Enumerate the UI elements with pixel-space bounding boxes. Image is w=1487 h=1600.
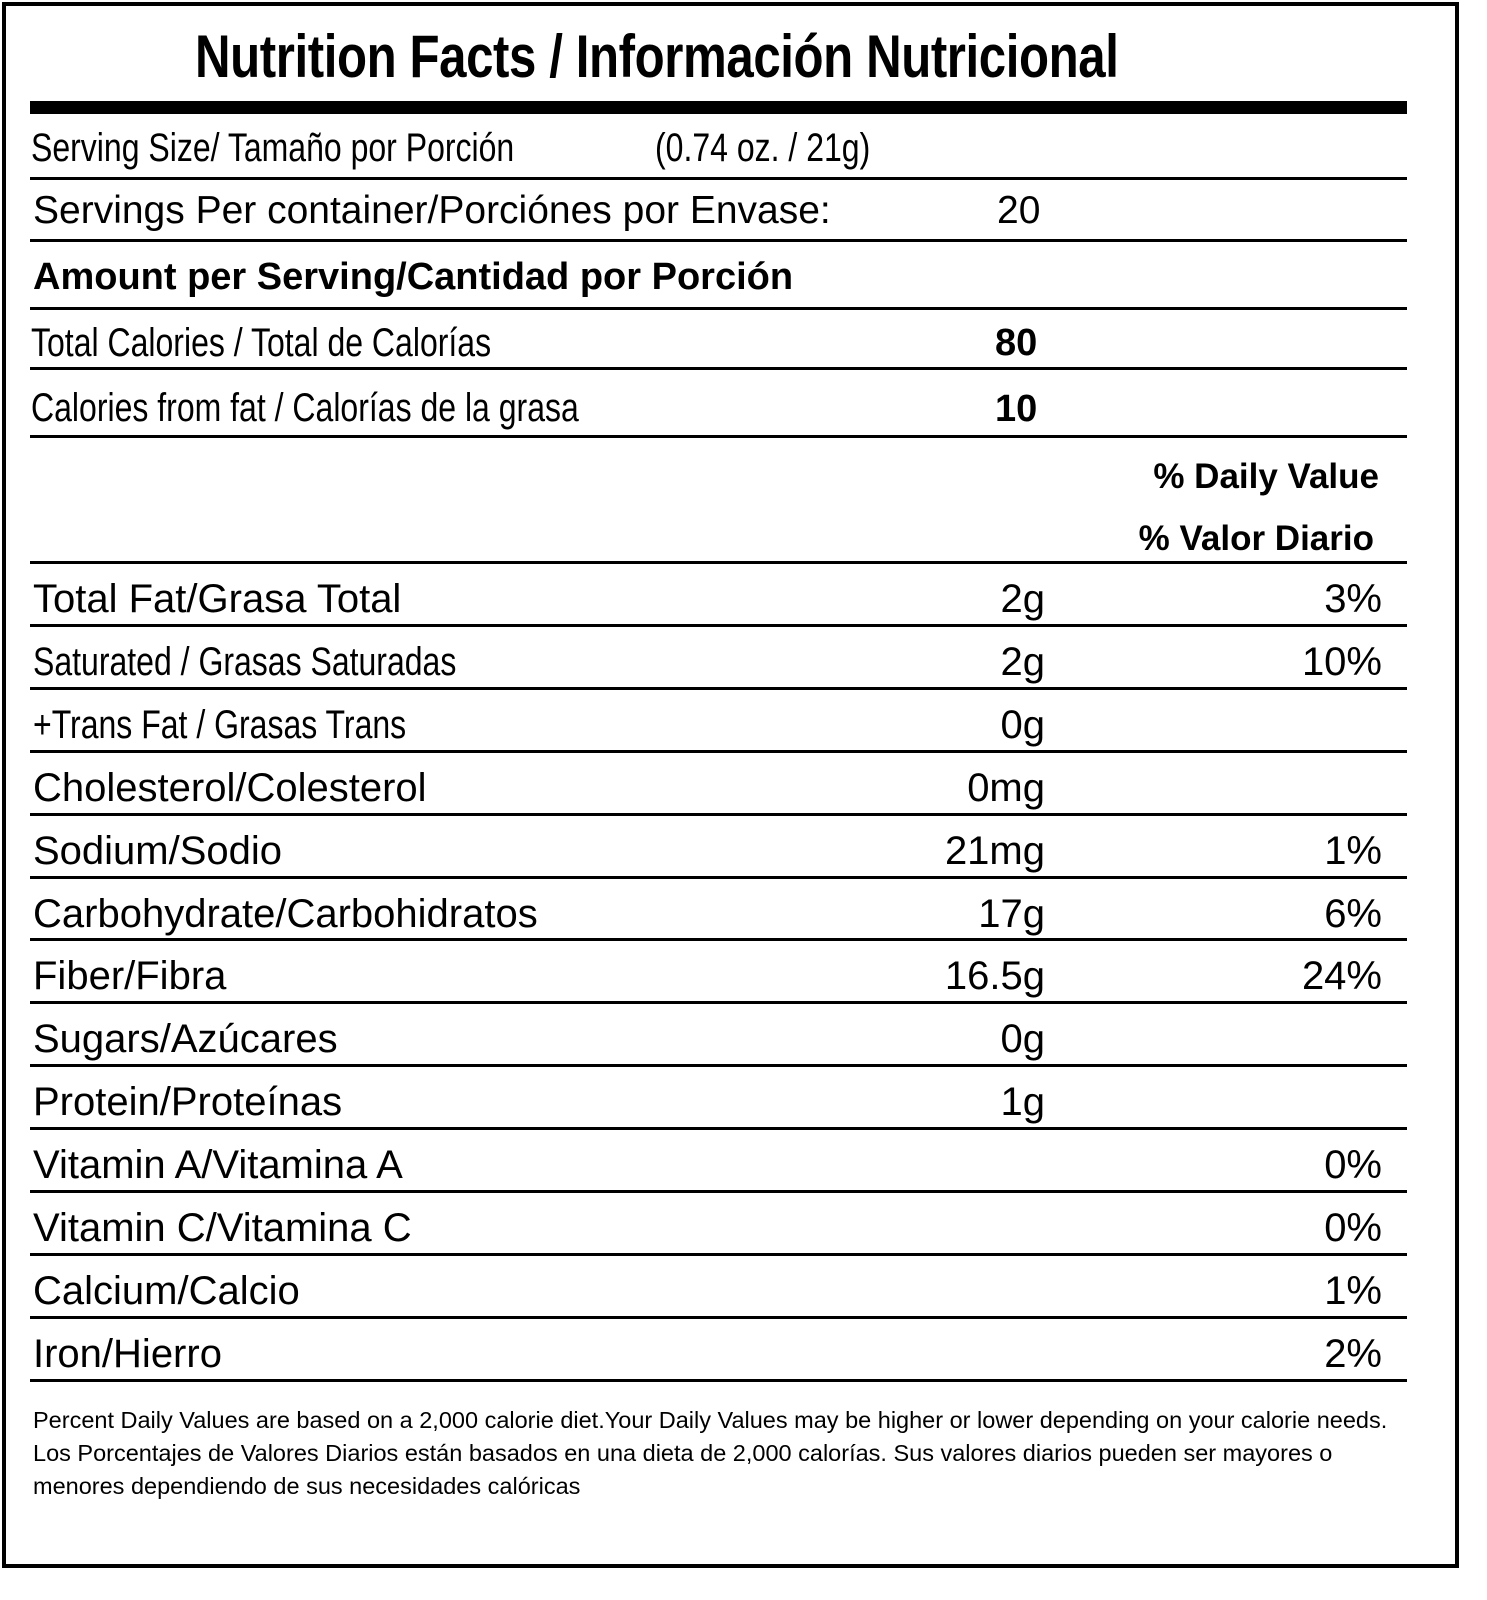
divider (30, 938, 1407, 942)
footnote-en: Percent Daily Values are based on a 2,00… (33, 1407, 1388, 1433)
amount-header: Amount per Serving/Cantidad por Porción (33, 256, 794, 298)
nutrient-amount: 1g (1000, 1080, 1046, 1125)
nutrient-label: Vitamin A/Vitamina A (33, 1143, 403, 1188)
nutrient-label: +Trans Fat / Grasas Trans (33, 702, 407, 747)
calories-fat-value: 10 (995, 388, 1038, 430)
divider (30, 875, 1407, 879)
nutrient-amount: 21mg (944, 828, 1045, 873)
divider (30, 435, 1407, 438)
nutrient-amount: 0g (1000, 702, 1046, 747)
divider (30, 307, 1407, 310)
nutrient-daily-value: 24% (1301, 954, 1382, 999)
divider (30, 749, 1407, 753)
thick-divider (30, 101, 1407, 114)
nutrient-label: Iron/Hierro (33, 1331, 222, 1376)
divider (30, 1315, 1407, 1319)
calories-value: 80 (995, 322, 1038, 364)
nutrient-amount: 2g (1000, 639, 1046, 684)
divider (30, 1190, 1407, 1193)
nutrient-label: Sodium/Sodio (33, 828, 283, 873)
nutrient-amount: 16.5g (944, 954, 1045, 999)
divider (30, 367, 1407, 370)
divider (30, 1001, 1407, 1005)
label-title: Nutrition Facts / Información Nutriciona… (195, 23, 1119, 90)
serving-size-label: Serving Size/ Tamaño por Porción (31, 126, 515, 170)
nutrient-label: Saturated / Grasas Saturadas (33, 639, 457, 684)
servings-label: Servings Per container/Porciónes por Env… (33, 189, 831, 232)
nutrient-amount: 2g (1000, 577, 1046, 621)
calories-label: Total Calories / Total de Calorías (31, 321, 492, 365)
nutrient-label: Vitamin C/Vitamina C (33, 1206, 412, 1250)
divider (30, 686, 1407, 690)
divider (30, 1127, 1407, 1131)
nutrient-label: Sugars/Azúcares (33, 1017, 338, 1062)
divider (30, 812, 1407, 816)
footnote-es: Los Porcentajes de Valores Diarios están… (33, 1440, 1333, 1499)
nutrient-daily-value: 0% (1324, 1206, 1382, 1250)
nutrient-label: Cholesterol/Colesterol (33, 765, 427, 810)
dv-header-en: % Daily Value (1153, 457, 1379, 496)
dv-header-es: % Valor Diario (1138, 519, 1374, 558)
divider (30, 1064, 1407, 1068)
nutrient-amount: 0g (1000, 1017, 1046, 1062)
nutrient-daily-value: 3% (1324, 577, 1382, 621)
divider (30, 1252, 1407, 1256)
nutrient-amount: 0mg (967, 765, 1045, 810)
nutrient-daily-value: 2% (1324, 1331, 1382, 1376)
divider (30, 1378, 1407, 1382)
divider (30, 623, 1407, 627)
calories-fat-label: Calories from fat / Calorías de la grasa (31, 386, 579, 430)
nutrient-label: Protein/Proteínas (33, 1080, 343, 1125)
nutrient-daily-value: 10% (1301, 639, 1382, 684)
nutrient-daily-value: 6% (1324, 891, 1382, 936)
nutrient-label: Fiber/Fibra (33, 954, 227, 999)
footnote: Percent Daily Values are based on a 2,00… (33, 1404, 1423, 1503)
nutrient-amount: 17g (978, 891, 1045, 936)
divider (30, 177, 1407, 180)
serving-size-value: (0.74 oz. / 21g) (655, 126, 871, 170)
divider (30, 561, 1407, 564)
nutrient-daily-value: 1% (1324, 1268, 1382, 1313)
divider (30, 239, 1407, 242)
nutrient-label: Total Fat/Grasa Total (33, 577, 402, 621)
nutrient-daily-value: 0% (1324, 1143, 1382, 1188)
label-border (2, 2, 1459, 1568)
nutrient-daily-value: 1% (1324, 828, 1382, 873)
servings-value: 20 (997, 189, 1041, 232)
nutrient-label: Calcium/Calcio (33, 1268, 300, 1313)
nutrient-label: Carbohydrate/Carbohidratos (33, 891, 538, 936)
